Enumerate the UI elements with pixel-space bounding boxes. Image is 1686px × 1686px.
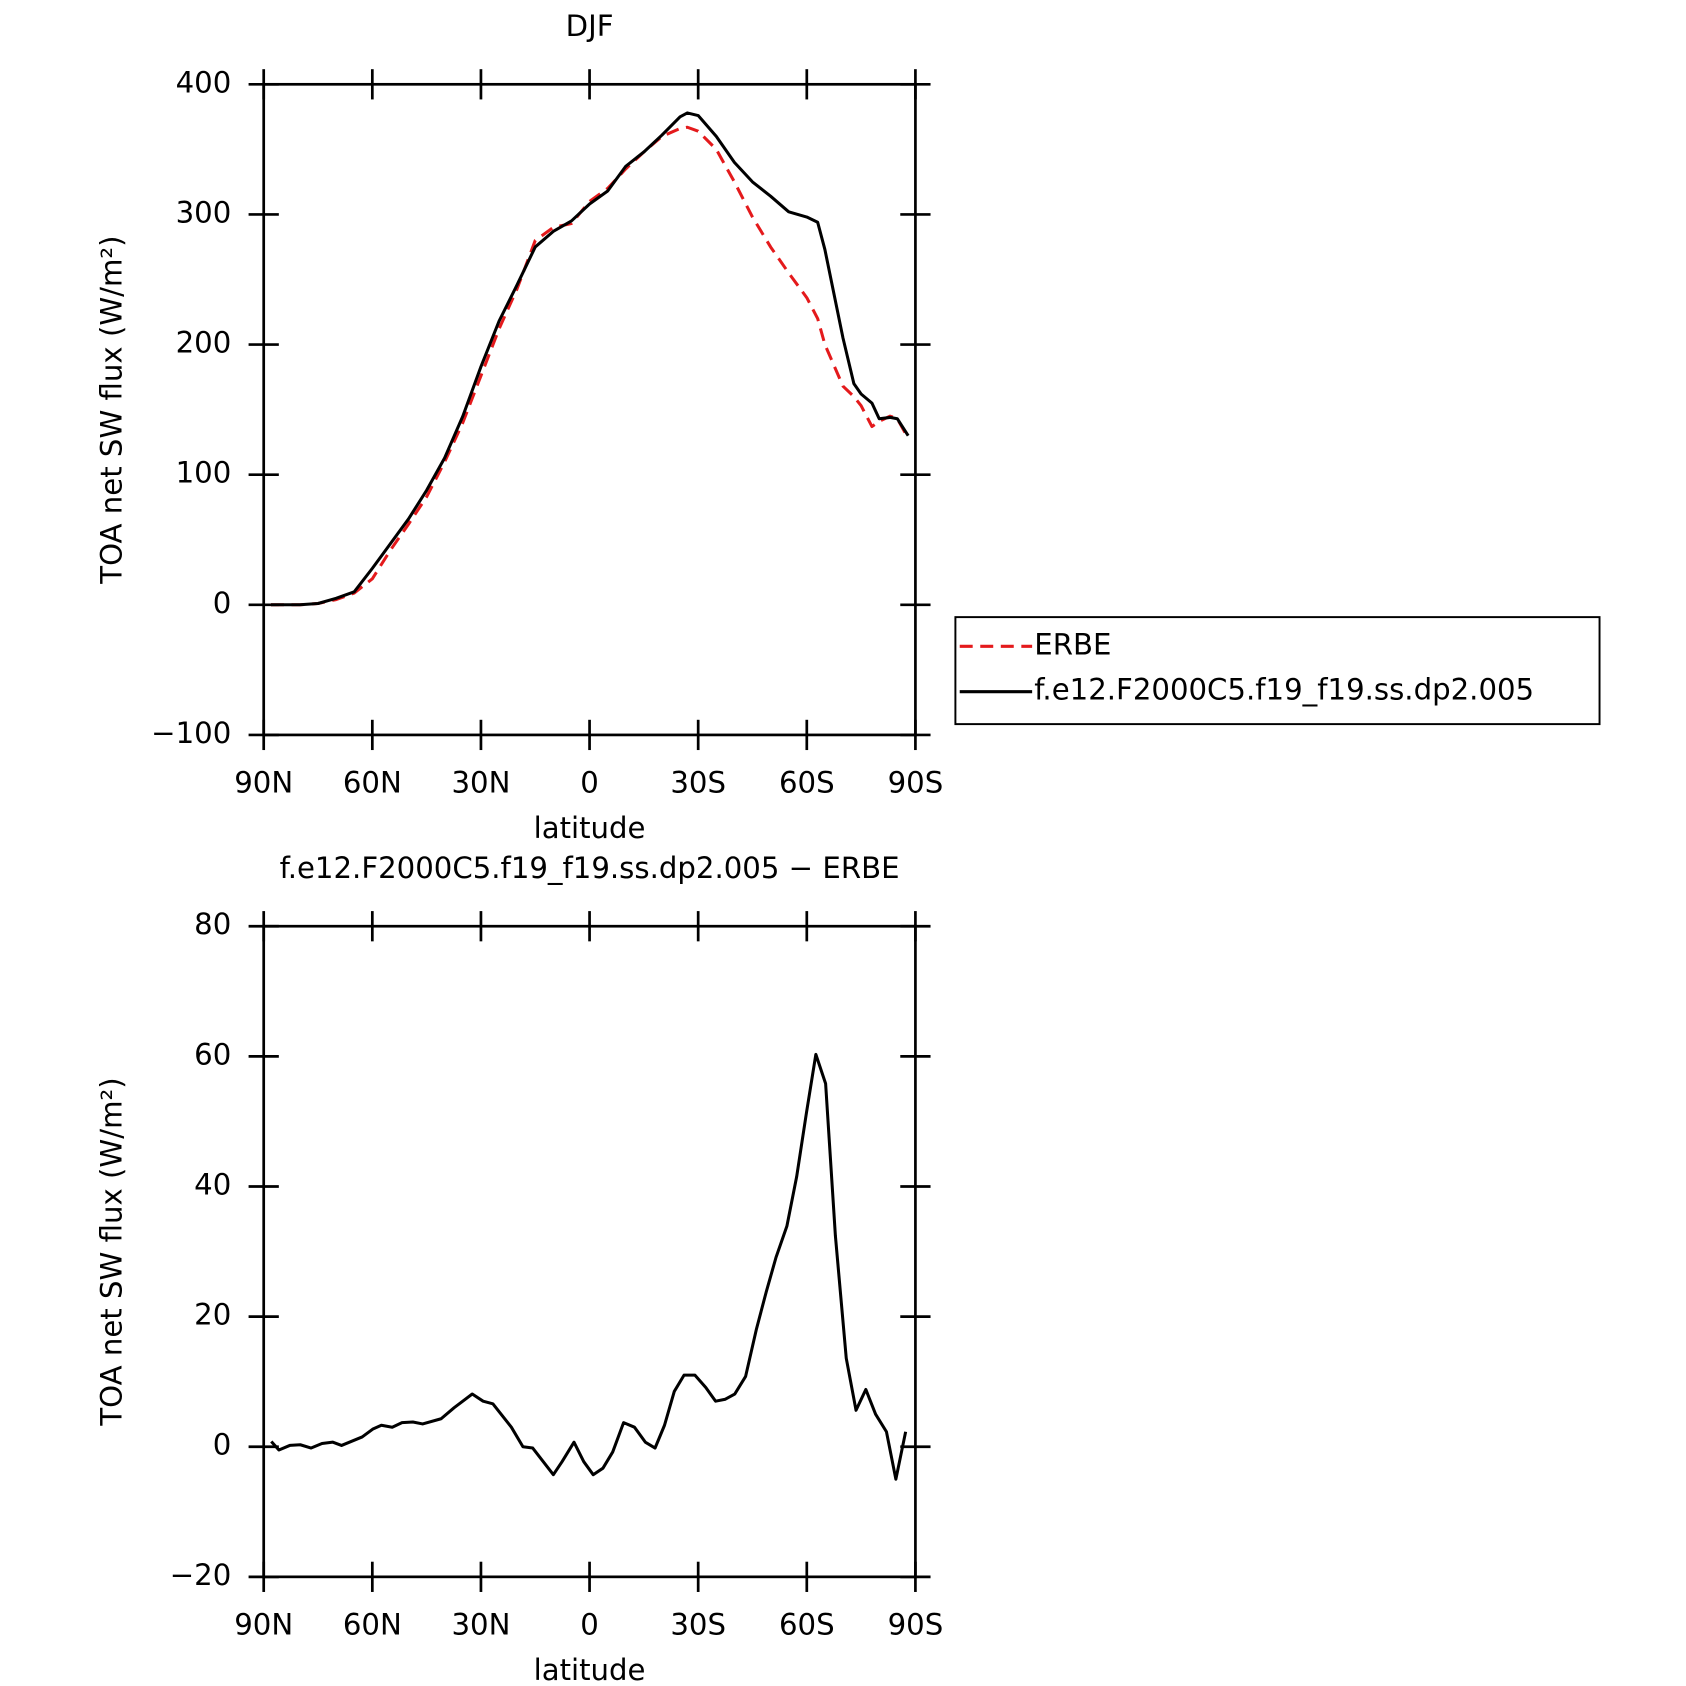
x-tick-label: 90S	[888, 1608, 944, 1642]
y-axis-label: TOA net SW flux (W/m²)	[94, 1077, 128, 1426]
y-tick-label: 0	[213, 586, 232, 620]
legend-label: ERBE	[1034, 627, 1111, 661]
x-tick-label: 60N	[343, 766, 402, 800]
x-tick-label: 60S	[779, 766, 835, 800]
legend-label: f.e12.F2000C5.f19_f19.ss.dp2.005	[1034, 673, 1534, 707]
x-axis-label: latitude	[534, 1653, 646, 1686]
y-tick-label: −100	[151, 716, 231, 750]
y-tick-label: 40	[194, 1167, 231, 1201]
x-axis-label: latitude	[534, 811, 646, 845]
chart-title: f.e12.F2000C5.f19_f19.ss.dp2.005 − ERBE	[280, 851, 900, 885]
y-axis-label: TOA net SW flux (W/m²)	[94, 235, 128, 584]
chart-title: DJF	[566, 9, 614, 43]
x-tick-label: 60N	[343, 1608, 402, 1642]
y-tick-label: 20	[194, 1298, 231, 1332]
y-tick-label: 400	[176, 65, 232, 99]
x-tick-label: 30N	[451, 766, 510, 800]
plot-frame	[262, 924, 917, 1579]
y-tick-label: 80	[194, 907, 231, 941]
y-tick-label: 300	[176, 195, 232, 229]
y-tick-label: 200	[176, 326, 232, 360]
y-tick-label: 60	[194, 1037, 231, 1071]
x-tick-label: 30S	[670, 1608, 726, 1642]
x-tick-label: 0	[580, 766, 599, 800]
x-tick-label: 90N	[234, 1608, 293, 1642]
y-tick-label: −20	[170, 1558, 232, 1592]
series-line	[270, 1052, 908, 1481]
x-tick-label: 30N	[451, 1608, 510, 1642]
legend-box	[954, 616, 1601, 726]
plot-frame	[262, 82, 917, 737]
x-tick-label: 90S	[888, 766, 944, 800]
series-line	[270, 111, 910, 607]
x-tick-label: 30S	[670, 766, 726, 800]
x-tick-label: 90N	[234, 766, 293, 800]
x-tick-label: 60S	[779, 1608, 835, 1642]
y-tick-label: 100	[176, 456, 232, 490]
y-tick-label: 0	[213, 1428, 232, 1462]
x-tick-label: 0	[580, 1608, 599, 1642]
series-line	[270, 125, 910, 607]
